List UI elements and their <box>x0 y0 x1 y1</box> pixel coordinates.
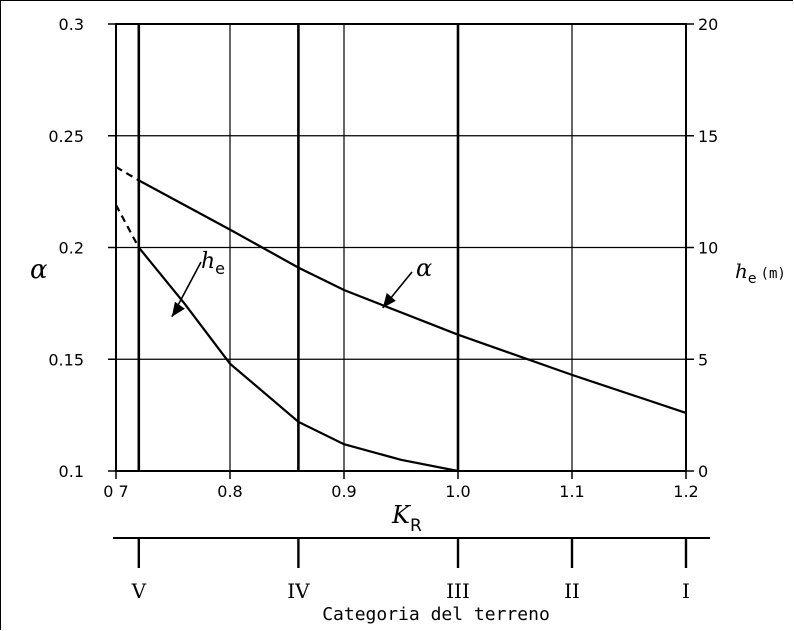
x-axis-label-main: K <box>391 501 412 529</box>
callout-arrowhead-alpha <box>382 292 396 308</box>
y-right-tick-label: 0 <box>698 462 708 481</box>
x-axis-label-sub: R <box>410 516 422 536</box>
series-extrapolation-he <box>115 204 140 249</box>
y-right-tick-label: 5 <box>698 350 708 369</box>
series-extrapolation-alpha <box>115 166 140 182</box>
y-right-axis-label-sub: e <box>748 271 757 287</box>
y-left-axis-label: α <box>30 255 48 285</box>
y-left-tick-label: 0.1 <box>59 462 84 481</box>
callout-arrowhead-he <box>171 301 185 317</box>
series-line-he <box>137 246 459 473</box>
y-right-axis-label: he (m) <box>735 259 786 287</box>
y-right-tick-label: 20 <box>698 15 718 34</box>
x-tick-labels: 0 7 0.8 0.9 1.0 1.1 1.2 <box>103 471 699 501</box>
y-right-tick-label: 10 <box>698 239 718 258</box>
category-axis-title: Categoria del terreno <box>322 604 550 625</box>
y-right-tick-labels: 0 5 10 15 20 <box>686 15 718 481</box>
y-right-tick-label: 15 <box>698 127 718 146</box>
y-left-tick-label: 0.2 <box>59 239 84 258</box>
x-tick-label: 1.2 <box>673 482 698 501</box>
y-left-tick-label: 0.3 <box>59 15 84 34</box>
x-tick-label: 0 7 <box>103 482 128 501</box>
y-left-tick-labels: 0.1 0.15 0.2 0.25 0.3 <box>48 15 116 481</box>
y-left-tick-label: 0.15 <box>48 350 84 369</box>
y-right-axis-label-unit: (m) <box>761 266 786 282</box>
x-tick-label: 1.0 <box>445 482 470 501</box>
x-axis-label: KR <box>391 501 422 536</box>
category-label: III <box>446 579 470 603</box>
grid-lines <box>115 23 687 472</box>
category-label: V <box>131 579 147 603</box>
x-tick-label: 0.8 <box>217 482 242 501</box>
category-label: II <box>564 579 580 603</box>
category-label: I <box>682 579 690 603</box>
category-ticks: V IV III II I <box>131 538 690 603</box>
x-tick-label: 1.1 <box>559 482 584 501</box>
y-right-axis-label-main: h <box>735 259 748 283</box>
series-group <box>115 166 687 473</box>
callout-group: he α <box>171 249 432 318</box>
series-line-alpha <box>138 179 687 414</box>
y-left-tick-label: 0.25 <box>48 127 84 146</box>
callout-label-he-main: h <box>201 249 215 274</box>
category-label: IV <box>287 579 310 603</box>
callout-label-he-sub: e <box>215 259 225 278</box>
callout-label-alpha: α <box>416 254 432 282</box>
x-tick-label: 0.9 <box>331 482 356 501</box>
callout-label-he: he <box>201 249 225 278</box>
